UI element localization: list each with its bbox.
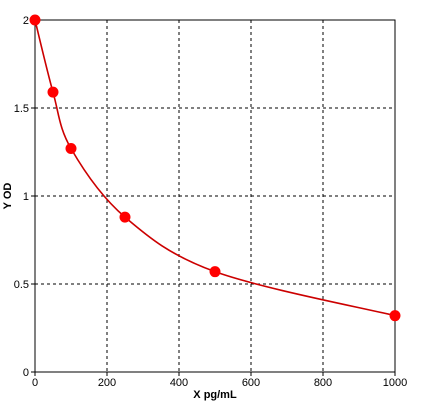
axis-ticks: 0 200 400 600 800 1000 0 0.5 1 1.5 2 (14, 15, 408, 389)
y-tick-label: 0 (23, 367, 29, 379)
data-point (389, 310, 401, 322)
x-tick-label: 400 (170, 377, 188, 389)
x-tick-label: 1000 (383, 377, 407, 389)
x-tick-label: 0 (32, 377, 38, 389)
data-point (209, 266, 221, 278)
y-axis-label: Y OD (2, 183, 14, 210)
data-points (29, 14, 401, 322)
y-tick-label: 2 (23, 15, 29, 27)
data-point (65, 142, 77, 154)
data-point (119, 211, 131, 223)
y-tick-label: 1 (23, 191, 29, 203)
x-tick-label: 800 (314, 377, 332, 389)
x-axis-label: X pg/mL (193, 389, 237, 401)
data-point (47, 86, 59, 98)
y-tick-label: 0.5 (14, 279, 29, 291)
y-tick-label: 1.5 (14, 103, 29, 115)
x-tick-label: 600 (242, 377, 260, 389)
data-point (29, 14, 41, 26)
grid (35, 20, 395, 372)
x-tick-label: 200 (98, 377, 116, 389)
